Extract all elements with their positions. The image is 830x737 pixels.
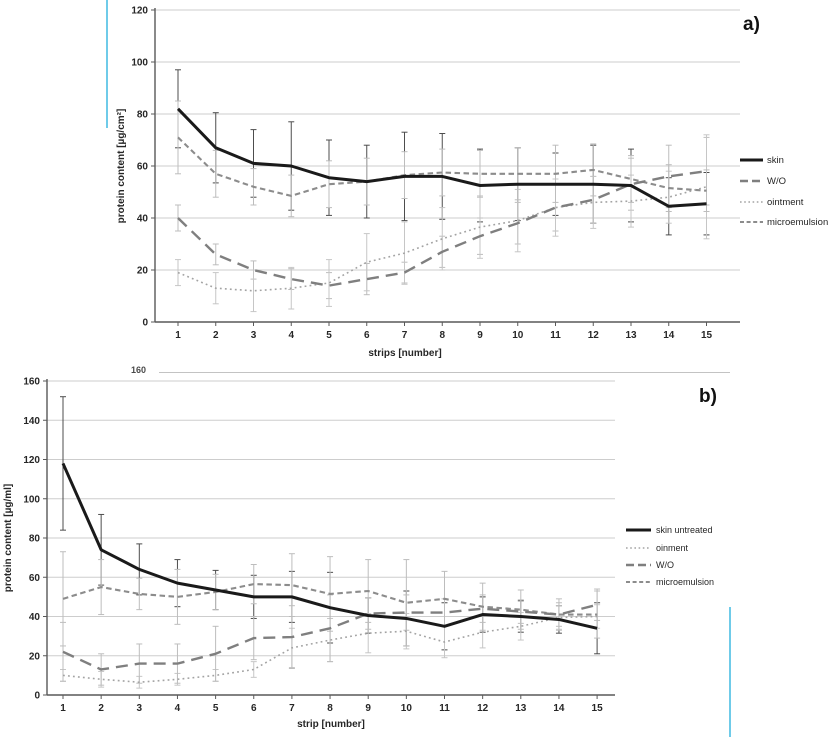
x-tick-label: 2 xyxy=(213,330,219,341)
x-tick-label: 11 xyxy=(550,330,561,341)
axes xyxy=(151,8,740,326)
x-tick-label: 4 xyxy=(175,703,181,714)
gridlines xyxy=(47,380,615,657)
x-tick-label: 1 xyxy=(60,703,66,714)
y-tick-label: 60 xyxy=(29,573,41,584)
x-tick-label: 15 xyxy=(701,330,713,341)
y-tick-label: 20 xyxy=(29,651,41,662)
x-tick-label: 9 xyxy=(477,330,483,341)
y-tick-label: 100 xyxy=(131,58,148,69)
x-tick-label: 2 xyxy=(98,703,104,714)
series-line-ointment xyxy=(177,186,707,292)
x-tick-label: 13 xyxy=(625,330,637,341)
legend-item-microemulsion: microemulsion xyxy=(626,577,714,587)
series-line-microemulsion xyxy=(177,136,707,197)
y-tick-label: 160 xyxy=(23,377,40,388)
series-line-skin xyxy=(176,107,707,208)
legend-label: microemulsion xyxy=(656,577,714,587)
y-tick-label: 0 xyxy=(34,691,40,702)
axes xyxy=(43,379,615,699)
panel-b-label: b) xyxy=(699,386,717,407)
x-tick-label: 7 xyxy=(402,330,408,341)
x-tick-label: 12 xyxy=(588,330,600,341)
y-tick-label: 140 xyxy=(23,416,40,427)
legend-item-W/O: W/O xyxy=(626,560,674,570)
series-line-skin untreated xyxy=(61,462,598,630)
legend-label: microemulsion xyxy=(767,217,828,228)
x-tick-label: 8 xyxy=(439,330,445,341)
legend-item-oinment: oinment xyxy=(626,543,689,553)
y-tick-label: 120 xyxy=(131,6,148,17)
error-bars xyxy=(60,396,601,689)
x-axis-title: strips [number] xyxy=(368,348,441,359)
x-tick-label: 3 xyxy=(251,330,257,341)
x-tick-label: 14 xyxy=(553,703,565,714)
legend-label: ointment xyxy=(767,197,804,208)
y-tick-label: 80 xyxy=(137,110,149,121)
x-tick-label: 6 xyxy=(251,703,257,714)
x-tick-label: 7 xyxy=(289,703,295,714)
legend-item-skin: skin xyxy=(740,155,784,166)
stray-gridline-artifact xyxy=(159,372,730,373)
x-tick-label: 4 xyxy=(288,330,294,341)
cyan-artifact-line-bottom-right xyxy=(729,607,731,737)
x-tick-label: 5 xyxy=(213,703,219,714)
legend-item-microemulsion: microemulsion xyxy=(740,217,828,228)
y-axis-title: protein content [µg/cm²] xyxy=(116,109,127,224)
series-line-W/O xyxy=(177,170,707,287)
stray-axis-tick-160: 160 xyxy=(131,365,147,375)
legend-label: skin xyxy=(767,155,784,166)
x-tick-label: 1 xyxy=(175,330,181,341)
x-tick-label: 8 xyxy=(327,703,333,714)
legend-item-W/O: W/O xyxy=(740,176,786,187)
legend-item-skin untreated: skin untreated xyxy=(626,525,713,535)
gridlines xyxy=(155,9,740,271)
series-line-microemulsion xyxy=(62,583,598,616)
x-tick-label: 10 xyxy=(512,330,524,341)
legend-label: oinment xyxy=(656,543,689,553)
cyan-artifact-line-top-left xyxy=(106,0,108,128)
y-tick-label: 60 xyxy=(137,162,149,173)
y-tick-label: 120 xyxy=(23,455,40,466)
legend-item-ointment: ointment xyxy=(740,197,804,208)
y-tick-label: 20 xyxy=(137,266,149,277)
y-tick-label: 40 xyxy=(137,214,149,225)
x-tick-label: 13 xyxy=(515,703,527,714)
x-tick-label: 14 xyxy=(663,330,675,341)
x-tick-label: 12 xyxy=(477,703,489,714)
error-bar-series-microemulsion xyxy=(175,100,710,218)
x-tick-label: 15 xyxy=(592,703,604,714)
error-bars xyxy=(175,69,710,313)
x-tick-label: 11 xyxy=(439,703,450,714)
x-tick-label: 5 xyxy=(326,330,332,341)
series-line-W/O xyxy=(62,603,598,671)
y-tick-label: 40 xyxy=(29,612,41,623)
y-axis-title: protein content [µg/ml] xyxy=(3,484,14,593)
x-tick-label: 3 xyxy=(137,703,143,714)
series-lines xyxy=(61,462,598,684)
legend-label: W/O xyxy=(656,560,674,570)
y-tick-label: 0 xyxy=(142,318,148,329)
series-line-oinment xyxy=(62,615,598,684)
y-tick-label: 100 xyxy=(23,494,40,505)
x-axis-title: strip [number] xyxy=(297,719,365,730)
legend: skin untreated oinment W/O microemulsion xyxy=(626,525,714,587)
x-tick-label: 6 xyxy=(364,330,370,341)
x-tick-label: 10 xyxy=(401,703,413,714)
series-lines xyxy=(176,107,707,292)
legend-label: skin untreated xyxy=(656,525,713,535)
legend: skin W/O ointment microemulsion xyxy=(740,155,828,228)
panel-a-label: a) xyxy=(743,14,760,35)
y-tick-label: 80 xyxy=(29,534,41,545)
x-tick-label: 9 xyxy=(365,703,371,714)
legend-label: W/O xyxy=(767,176,786,187)
